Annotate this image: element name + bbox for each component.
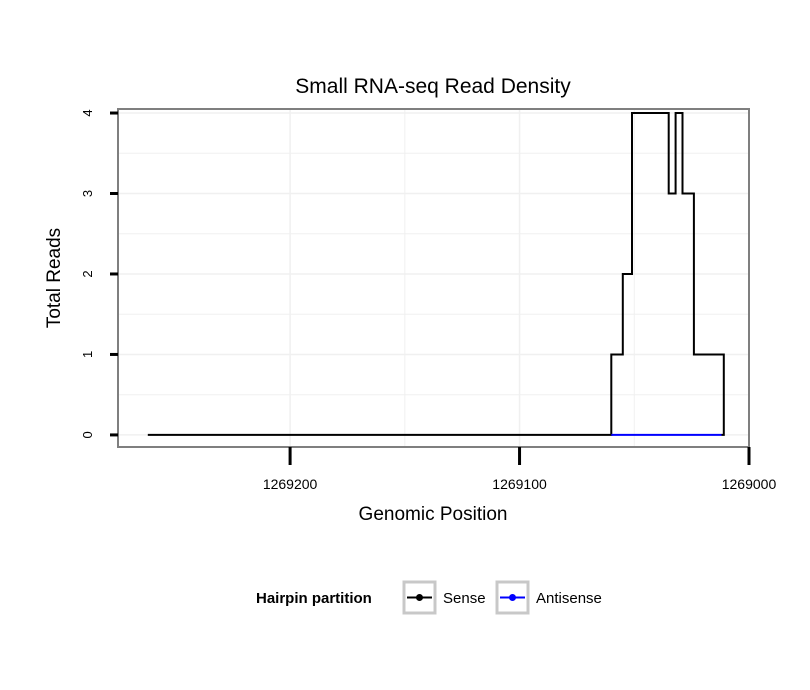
x-axis-label: Genomic Position bbox=[359, 504, 508, 525]
series-layer bbox=[147, 112, 725, 436]
legend-item-sense: Sense bbox=[402, 580, 486, 615]
plot-panel-border bbox=[117, 108, 750, 448]
legend: Hairpin partition Sense Antisense bbox=[256, 580, 602, 615]
legend-label: Antisense bbox=[536, 590, 602, 607]
axis-layer: 0 1 2 3 4 1269200 1269100 1269000 bbox=[80, 109, 776, 492]
y-axis-label: Total Reads bbox=[44, 228, 65, 328]
x-tick-label: 1269100 bbox=[492, 476, 547, 492]
minor-gridlines bbox=[118, 109, 749, 447]
x-tick-label: 1269000 bbox=[722, 476, 777, 492]
major-gridlines bbox=[118, 109, 750, 447]
legend-key-point bbox=[509, 594, 516, 601]
y-tick-label: 3 bbox=[80, 190, 95, 197]
y-tick-label: 0 bbox=[80, 431, 95, 438]
series-line-sense bbox=[147, 112, 725, 436]
y-tick-label: 1 bbox=[80, 351, 95, 358]
legend-item-antisense: Antisense bbox=[495, 580, 602, 615]
x-tick-label: 1269200 bbox=[263, 476, 318, 492]
legend-label: Sense bbox=[443, 590, 486, 607]
y-tick-label: 2 bbox=[80, 270, 95, 277]
legend-key-point bbox=[416, 594, 423, 601]
legend-title: Hairpin partition bbox=[256, 590, 372, 607]
y-tick-label: 4 bbox=[80, 109, 95, 116]
chart-title: Small RNA-seq Read Density bbox=[295, 75, 571, 98]
